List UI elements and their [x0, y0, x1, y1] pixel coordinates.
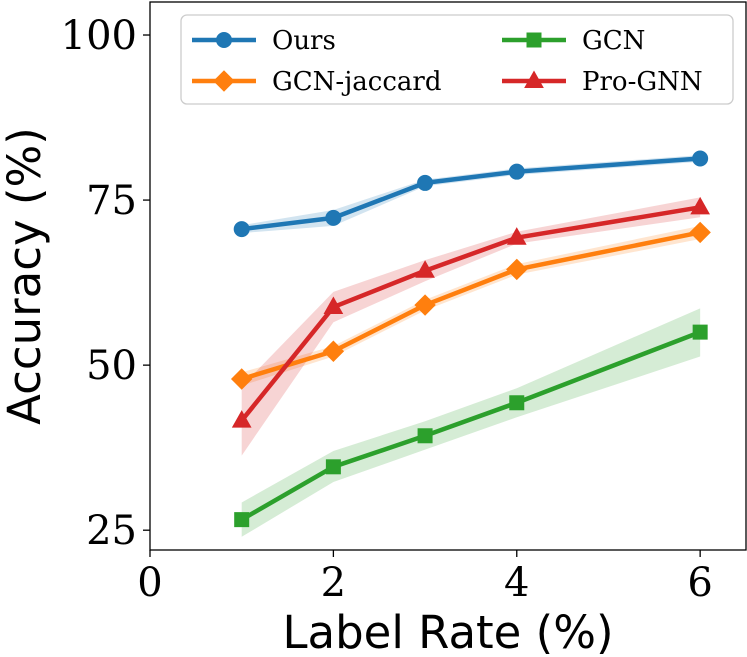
y-tick-label: 100	[61, 13, 137, 59]
gcn-point	[509, 395, 525, 411]
legend-item-pro-gnn: Pro-GNN	[502, 67, 703, 97]
legend-swatch-marker	[216, 32, 232, 48]
y-tick-label: 25	[86, 508, 137, 554]
ours-point	[233, 221, 250, 238]
gcn-point	[417, 428, 433, 444]
gcn-jaccard-point	[230, 368, 253, 390]
legend-label: GCN-jaccard	[272, 67, 441, 97]
x-axis: 0 2 4 6	[137, 550, 713, 606]
legend-swatch-marker	[213, 70, 235, 92]
pro-gnn-line	[239, 205, 703, 423]
gcn-jaccard-point	[414, 294, 436, 316]
pro-gnn-point	[415, 260, 435, 278]
x-tick-label: 2	[321, 560, 346, 606]
pro-gnn-point	[231, 410, 252, 428]
legend-swatch-marker	[524, 70, 544, 88]
y-axis: 25 50 75 100	[61, 13, 150, 554]
ours-confidence-band	[241, 155, 701, 234]
legend-item-ours: Ours	[192, 26, 336, 56]
x-tick-label: 4	[504, 560, 529, 606]
gcn-point	[325, 459, 341, 475]
gcn-point	[234, 512, 250, 528]
y-tick-label: 50	[86, 343, 137, 389]
gcn-jaccard-point	[506, 258, 528, 281]
ours-point	[692, 150, 709, 167]
x-tick-label: 6	[687, 560, 712, 606]
ours-point	[508, 163, 525, 180]
legend-label: GCN	[582, 26, 645, 56]
gcn-point	[692, 324, 708, 340]
legend-label: Ours	[272, 26, 336, 56]
legend-box	[180, 14, 734, 105]
pro-gnn-point	[323, 296, 344, 315]
gcn-jaccard-point	[322, 340, 345, 362]
legend-swatch-marker	[526, 32, 542, 48]
pro-gnn-point	[506, 227, 527, 245]
legend-item-gcn: GCN	[502, 26, 645, 56]
pro-gnn-point	[690, 196, 711, 215]
x-tick-label: 0	[137, 560, 162, 606]
y-axis-title: Accuracy (%)	[0, 127, 51, 425]
gcn-confidence-band	[241, 308, 701, 537]
gcn-jaccard-point	[689, 221, 711, 244]
plot-frame	[149, 1, 747, 551]
y-tick-label: 75	[86, 178, 137, 224]
ours-point	[417, 174, 434, 191]
pro-gnn-confidence-band	[241, 197, 701, 456]
ours-point	[325, 209, 342, 226]
x-axis-title: Label Rate (%)	[282, 606, 613, 657]
legend-item-gcn-jaccard: GCN-jaccard	[192, 67, 441, 97]
series-markers	[230, 150, 711, 528]
legend-label: Pro-GNN	[582, 67, 703, 97]
legend: Ours GCN-jaccard GCN Pro-GNN	[180, 14, 734, 105]
